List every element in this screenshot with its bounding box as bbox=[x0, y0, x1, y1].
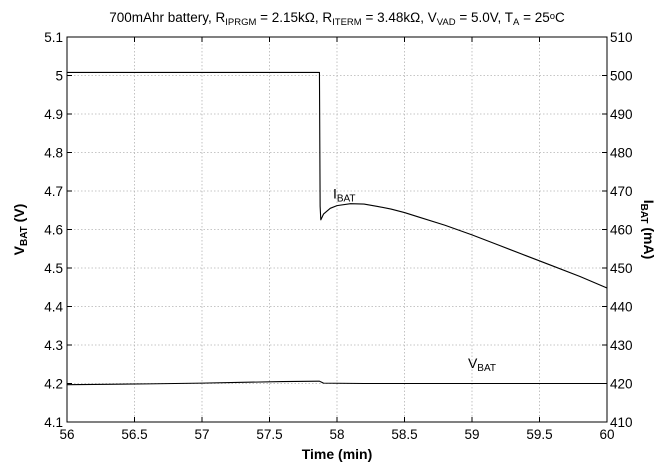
x-tick-label: 56 bbox=[59, 427, 74, 442]
x-tick-label: 58.5 bbox=[391, 427, 417, 442]
y-right-tick-label: 450 bbox=[610, 261, 633, 276]
y-right-tick-label: 440 bbox=[610, 300, 633, 315]
y-right-tick-label: 480 bbox=[610, 146, 633, 161]
y-right-tick-label: 500 bbox=[610, 69, 633, 84]
y-left-tick-label: 4.4 bbox=[44, 300, 63, 315]
chart-title: 700mAhr battery, RIPRGM = 2.15kΩ, RITERM… bbox=[109, 10, 565, 28]
y-right-tick-label: 420 bbox=[610, 377, 633, 392]
labels: 700mAhr battery, RIPRGM = 2.15kΩ, RITERM… bbox=[11, 10, 657, 462]
y-right-tick-label: 470 bbox=[610, 184, 633, 199]
series-line-v-bat bbox=[66, 380, 607, 386]
y-left-tick-label: 5.1 bbox=[44, 30, 63, 45]
x-tick-label: 57 bbox=[194, 427, 209, 442]
annotation-ibat: IBAT bbox=[333, 186, 356, 205]
y-left-tick-label: 4.9 bbox=[44, 107, 63, 122]
y-right-tick-label: 510 bbox=[610, 30, 633, 45]
y-left-tick-label: 4.5 bbox=[44, 261, 63, 276]
y-left-tick-label: 4.2 bbox=[44, 377, 63, 392]
y-right-axis-label: IBAT (mA) bbox=[638, 200, 657, 259]
series-layer bbox=[66, 71, 608, 386]
y-left-tick-label: 4.8 bbox=[44, 146, 63, 161]
x-tick-label: 58 bbox=[329, 427, 344, 442]
y-left-tick-label: 4.1 bbox=[44, 415, 63, 430]
y-right-tick-label: 490 bbox=[610, 107, 633, 122]
x-axis-label: Time (min) bbox=[302, 446, 373, 462]
series-line-i-bat bbox=[67, 71, 608, 289]
x-tick-label: 59 bbox=[464, 427, 479, 442]
y-right-tick-label: 410 bbox=[610, 415, 633, 430]
ticks: 56 56.5 57 57.5 58 58.5 59 59.5 60 4.1 4.2 4.3 4.4 4.… bbox=[44, 30, 632, 442]
y-left-tick-label: 4.6 bbox=[44, 223, 63, 238]
y-left-tick-label: 4.3 bbox=[44, 338, 63, 353]
grid bbox=[66, 36, 608, 423]
y-right-tick-label: 430 bbox=[610, 338, 633, 353]
y-left-axis-label: VBAT (V) bbox=[11, 204, 30, 256]
annotations: IBAT VBAT bbox=[333, 186, 496, 374]
x-tick-label: 59.5 bbox=[526, 427, 552, 442]
annotation-vbat: VBAT bbox=[468, 355, 496, 374]
y-right-tick-label: 460 bbox=[610, 223, 633, 238]
x-tick-label: 60 bbox=[599, 427, 614, 442]
x-tick-label: 56.5 bbox=[121, 427, 147, 442]
y-left-tick-label: 5 bbox=[55, 69, 63, 84]
y-left-tick-label: 4.7 bbox=[44, 184, 63, 199]
x-tick-label: 57.5 bbox=[256, 427, 282, 442]
